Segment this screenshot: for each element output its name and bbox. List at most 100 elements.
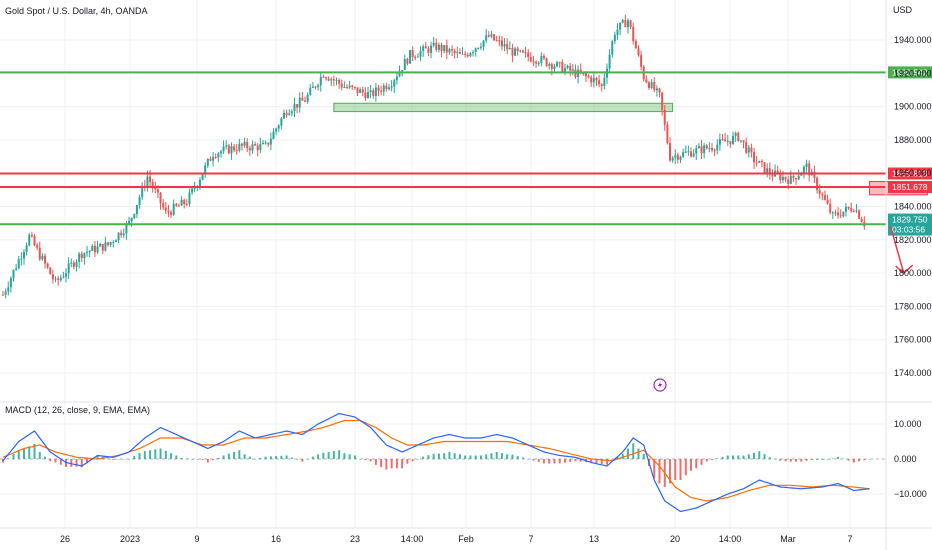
- projection-arrow-head: [895, 264, 914, 275]
- candle-body: [679, 156, 682, 160]
- candle-body: [288, 113, 291, 115]
- candle-body: [393, 80, 396, 87]
- macd-histogram-bar: [747, 454, 750, 459]
- candle-countdown: 03:03:56: [892, 225, 925, 235]
- candle-body: [269, 138, 272, 145]
- candle-body: [645, 79, 648, 83]
- candle-body: [172, 203, 175, 215]
- macd-histogram-bar: [695, 459, 698, 469]
- macd-histogram-bar: [742, 455, 745, 459]
- y-tick-label: 1920.000: [894, 68, 932, 78]
- candle-body: [590, 77, 593, 83]
- candle-body: [322, 76, 325, 78]
- candle-body: [553, 66, 556, 69]
- candle-body: [128, 220, 131, 224]
- candle-body: [343, 87, 346, 89]
- candle-body: [246, 141, 249, 149]
- macd-histogram-bar: [23, 448, 26, 459]
- macd-histogram-bar: [768, 457, 771, 459]
- candle-body: [506, 44, 509, 50]
- macd-histogram-bar: [637, 448, 640, 459]
- candle-body: [388, 87, 391, 90]
- candle-body: [353, 86, 356, 88]
- candle-body: [842, 211, 845, 217]
- candle-body: [204, 165, 207, 175]
- candle-body: [230, 146, 233, 154]
- candle-body: [12, 269, 15, 279]
- candle-body: [637, 48, 640, 56]
- candle-body: [198, 179, 201, 187]
- macd-histogram-bar: [474, 455, 477, 459]
- candle-body: [839, 215, 842, 217]
- macd-histogram-bar: [343, 453, 346, 459]
- macd-histogram-bar: [180, 457, 183, 459]
- candle-body: [156, 189, 159, 193]
- macd-signal-line: [2, 419, 870, 502]
- candle-body: [821, 193, 824, 196]
- candle-body: [461, 53, 464, 55]
- x-tick-label: 14:00: [401, 534, 424, 544]
- macd-histogram-bar: [700, 459, 703, 465]
- candle-body: [713, 150, 716, 152]
- candle-body: [133, 213, 136, 218]
- candle-body: [519, 50, 522, 52]
- macd-histogram-bar: [49, 459, 52, 462]
- candle-body: [36, 245, 39, 248]
- macd-y-tick-label: −10.000: [894, 489, 927, 499]
- macd-histogram-bar: [789, 459, 792, 462]
- candle-body: [482, 40, 485, 47]
- candle-body: [493, 34, 496, 41]
- macd-histogram-bar: [401, 459, 404, 469]
- candle-body: [256, 145, 259, 151]
- macd-histogram-bar: [222, 455, 225, 459]
- candle-body: [626, 20, 629, 28]
- candle-body: [248, 148, 251, 151]
- candle-body: [359, 89, 362, 93]
- macd-histogram-bar: [464, 455, 467, 459]
- projection-arrow-shaft: [889, 226, 905, 274]
- candle-body: [674, 155, 677, 158]
- candle-body: [616, 29, 619, 35]
- candle-body: [745, 142, 748, 153]
- candle-body: [776, 170, 779, 174]
- macd-histogram-bar: [59, 459, 62, 465]
- y-tick-label: 1840.000: [894, 202, 932, 212]
- macd-histogram-bar: [732, 455, 735, 459]
- candle-body: [755, 162, 758, 164]
- candle-body: [779, 173, 782, 181]
- candle-body: [535, 61, 538, 64]
- resistance-price-tag: [888, 167, 932, 180]
- candle-body: [647, 82, 650, 89]
- candle-body: [766, 168, 769, 173]
- macd-histogram-bar: [395, 459, 398, 469]
- candle-body: [813, 171, 816, 178]
- macd-histogram-bar: [721, 456, 724, 459]
- candle-body: [385, 85, 388, 90]
- macd-histogram-bar: [212, 459, 215, 461]
- candle-body: [377, 87, 380, 91]
- macd-histogram-bar: [238, 450, 241, 459]
- candle-body: [500, 40, 503, 47]
- candle-body: [235, 150, 238, 152]
- macd-histogram-bar: [138, 453, 141, 459]
- candle-body: [619, 22, 622, 30]
- candle-body: [634, 40, 637, 49]
- candle-body: [789, 175, 792, 184]
- candle-body: [732, 135, 735, 144]
- candle-body: [23, 251, 26, 259]
- candle-body: [474, 48, 477, 52]
- candle-body: [83, 252, 86, 259]
- candle-body: [655, 88, 658, 91]
- macd-histogram-bar: [17, 449, 20, 459]
- candle-body: [485, 35, 488, 41]
- candle-body: [114, 240, 117, 243]
- candle-body: [697, 146, 700, 149]
- macd-histogram-bar: [112, 459, 115, 460]
- candle-body: [498, 40, 501, 42]
- candle-body: [403, 58, 406, 71]
- candle-body: [282, 112, 285, 119]
- macd-title: MACD (12, 26, close, 9, EMA, EMA): [5, 405, 150, 415]
- candle-body: [737, 132, 740, 141]
- macd-histogram-bar: [774, 459, 777, 460]
- candle-body: [729, 140, 732, 144]
